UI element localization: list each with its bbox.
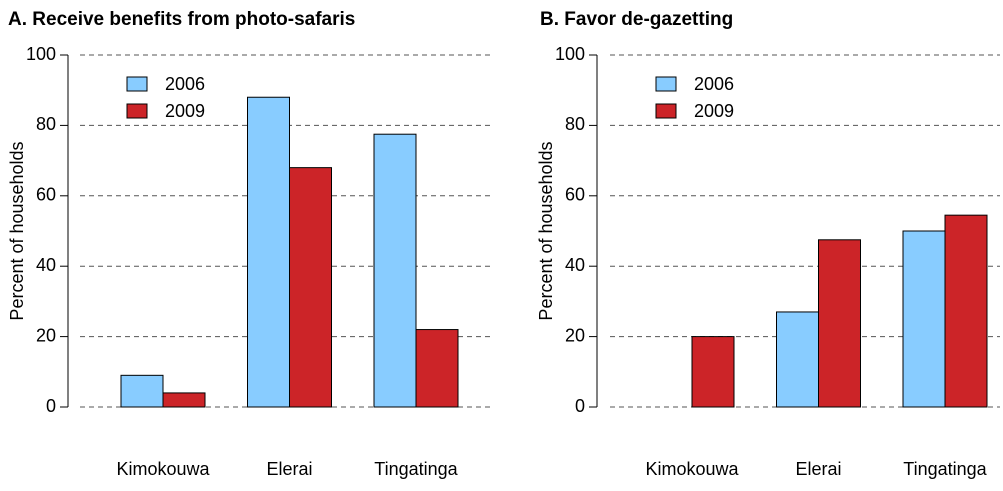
legend-label: 2006 — [694, 74, 734, 94]
legend-swatch — [126, 76, 148, 92]
chart-title: B. Favor de-gazetting — [540, 9, 733, 30]
bar — [691, 336, 735, 408]
x-tick-label: Tingatinga — [374, 459, 458, 479]
y-tick-label: 20 — [36, 325, 56, 345]
bar — [902, 230, 946, 408]
x-tick-label: Kimokouwa — [116, 459, 210, 479]
bar — [944, 214, 988, 408]
y-tick-label: 100 — [555, 44, 585, 64]
legend-swatch — [655, 76, 677, 92]
y-tick-label: 60 — [36, 185, 56, 205]
legend-label: 2006 — [165, 74, 205, 94]
bar — [373, 133, 417, 408]
bar — [162, 392, 206, 408]
y-tick-label: 40 — [36, 255, 56, 275]
y-tick-label: 40 — [565, 255, 585, 275]
bar — [415, 329, 459, 408]
x-tick-label: Elerai — [266, 459, 312, 479]
x-tick-label: Elerai — [795, 459, 841, 479]
legend-swatch — [126, 103, 148, 119]
y-tick-label: 0 — [575, 396, 585, 416]
y-axis-label: Percent of households — [7, 141, 27, 320]
bar — [247, 96, 290, 408]
x-tick-label: Kimokouwa — [645, 459, 739, 479]
y-tick-label: 60 — [565, 185, 585, 205]
bar — [776, 311, 819, 408]
chart-title: A. Receive benefits from photo-safaris — [8, 9, 355, 30]
bar — [818, 239, 861, 408]
legend-label: 2009 — [694, 101, 734, 121]
y-tick-label: 80 — [565, 114, 585, 134]
bar — [120, 374, 164, 408]
y-tick-label: 20 — [565, 325, 585, 345]
legend-swatch — [655, 103, 677, 119]
x-tick-label: Tingatinga — [903, 459, 987, 479]
y-tick-label: 80 — [36, 114, 56, 134]
y-axis-label: Percent of households — [536, 141, 556, 320]
y-tick-label: 0 — [46, 396, 56, 416]
y-tick-label: 100 — [26, 44, 56, 64]
legend-label: 2009 — [165, 101, 205, 121]
bar — [289, 167, 332, 408]
